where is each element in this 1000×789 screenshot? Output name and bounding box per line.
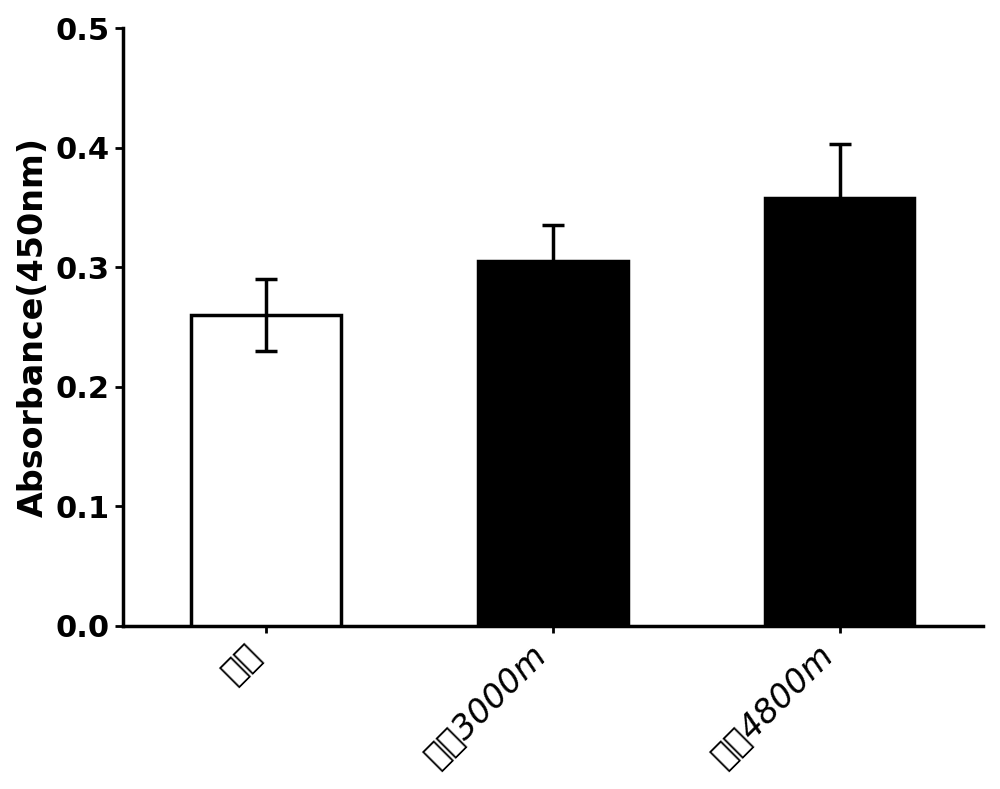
Bar xyxy=(765,198,914,626)
Bar xyxy=(191,315,341,626)
Bar xyxy=(478,261,628,626)
Y-axis label: Absorbance(450nm): Absorbance(450nm) xyxy=(17,137,50,517)
